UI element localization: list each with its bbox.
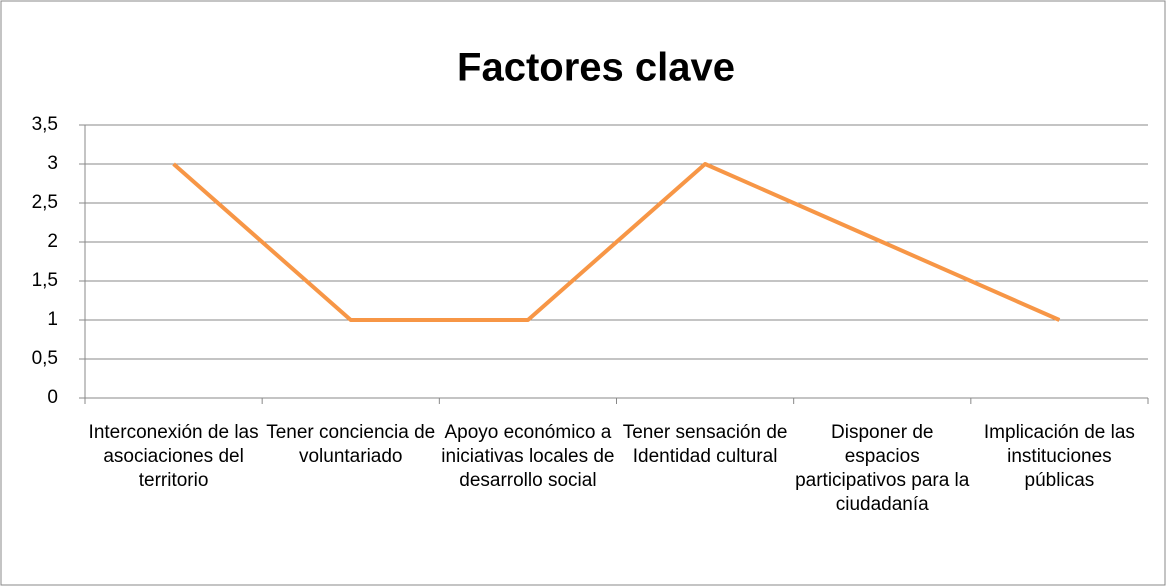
y-tick-label: 2 (47, 231, 58, 252)
x-tick-label: Interconexión de las asociaciones del te… (88, 422, 259, 491)
x-tick-label: Tener sensación de Identidad cultural (622, 422, 788, 467)
x-tick-label: Apoyo económico a iniciativas locales de… (441, 422, 615, 491)
y-tick-label: 2,5 (32, 192, 58, 213)
y-tick-label: 3,5 (32, 114, 58, 135)
y-tick-label: 1,5 (32, 270, 58, 291)
chart-title: Factores clave (457, 46, 735, 90)
y-tick-label: 1 (47, 309, 58, 330)
x-tick-label: Implicación de las instituciones pública… (983, 422, 1135, 491)
y-tick-label: 0 (47, 387, 58, 408)
x-tick-label: Tener conciencia de voluntariado (266, 422, 436, 467)
data-line (172, 162, 1061, 322)
y-tick-label: 0,5 (32, 348, 58, 369)
y-tick-label: 3 (47, 153, 58, 174)
x-tick-label: Disponer de espacios participativos para… (795, 422, 970, 515)
